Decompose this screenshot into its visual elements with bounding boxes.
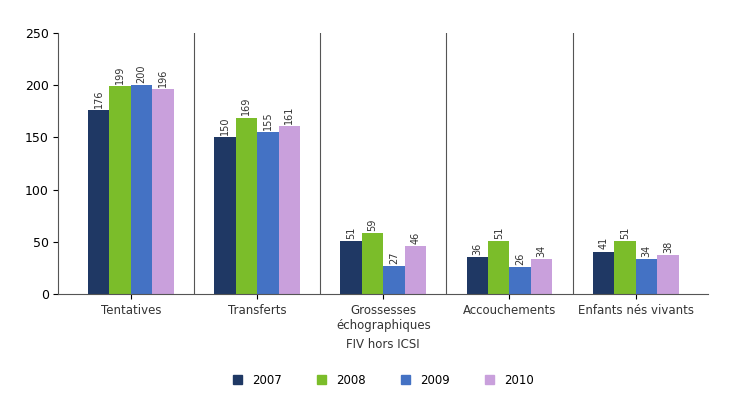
Text: 51: 51 <box>346 227 356 239</box>
Bar <box>383 266 404 294</box>
X-axis label: FIV hors ICSI: FIV hors ICSI <box>347 338 420 351</box>
Text: 169: 169 <box>242 97 251 115</box>
Text: 46: 46 <box>410 232 420 244</box>
Text: 27: 27 <box>389 252 399 264</box>
Text: 161: 161 <box>284 106 294 124</box>
Bar <box>636 259 657 294</box>
Text: 59: 59 <box>367 218 377 231</box>
Bar <box>110 86 131 294</box>
Text: 36: 36 <box>472 243 483 255</box>
Text: 34: 34 <box>642 245 651 257</box>
Bar <box>153 89 174 294</box>
Text: 51: 51 <box>620 227 630 239</box>
Bar <box>404 246 426 294</box>
Text: 26: 26 <box>515 253 525 265</box>
Text: 199: 199 <box>115 66 125 84</box>
Bar <box>279 126 300 294</box>
Text: 51: 51 <box>493 227 504 239</box>
Bar <box>236 117 257 294</box>
Text: 200: 200 <box>137 65 147 83</box>
Bar <box>340 241 362 294</box>
Text: 155: 155 <box>263 112 273 130</box>
Bar <box>593 252 614 294</box>
Text: 34: 34 <box>537 245 547 257</box>
Bar <box>466 257 488 294</box>
Text: 150: 150 <box>220 117 230 135</box>
Bar <box>362 233 383 294</box>
Bar <box>657 255 679 294</box>
Text: 38: 38 <box>663 240 673 253</box>
Bar <box>531 259 553 294</box>
Bar <box>131 85 153 294</box>
Bar <box>257 132 279 294</box>
Legend: 2007, 2008, 2009, 2010: 2007, 2008, 2009, 2010 <box>233 374 534 387</box>
Bar <box>614 241 636 294</box>
Bar <box>510 267 531 294</box>
Text: 196: 196 <box>158 69 168 87</box>
Bar <box>488 241 510 294</box>
Bar <box>88 110 110 294</box>
Text: 41: 41 <box>599 237 609 249</box>
Text: 176: 176 <box>93 90 104 108</box>
Bar <box>214 137 236 294</box>
